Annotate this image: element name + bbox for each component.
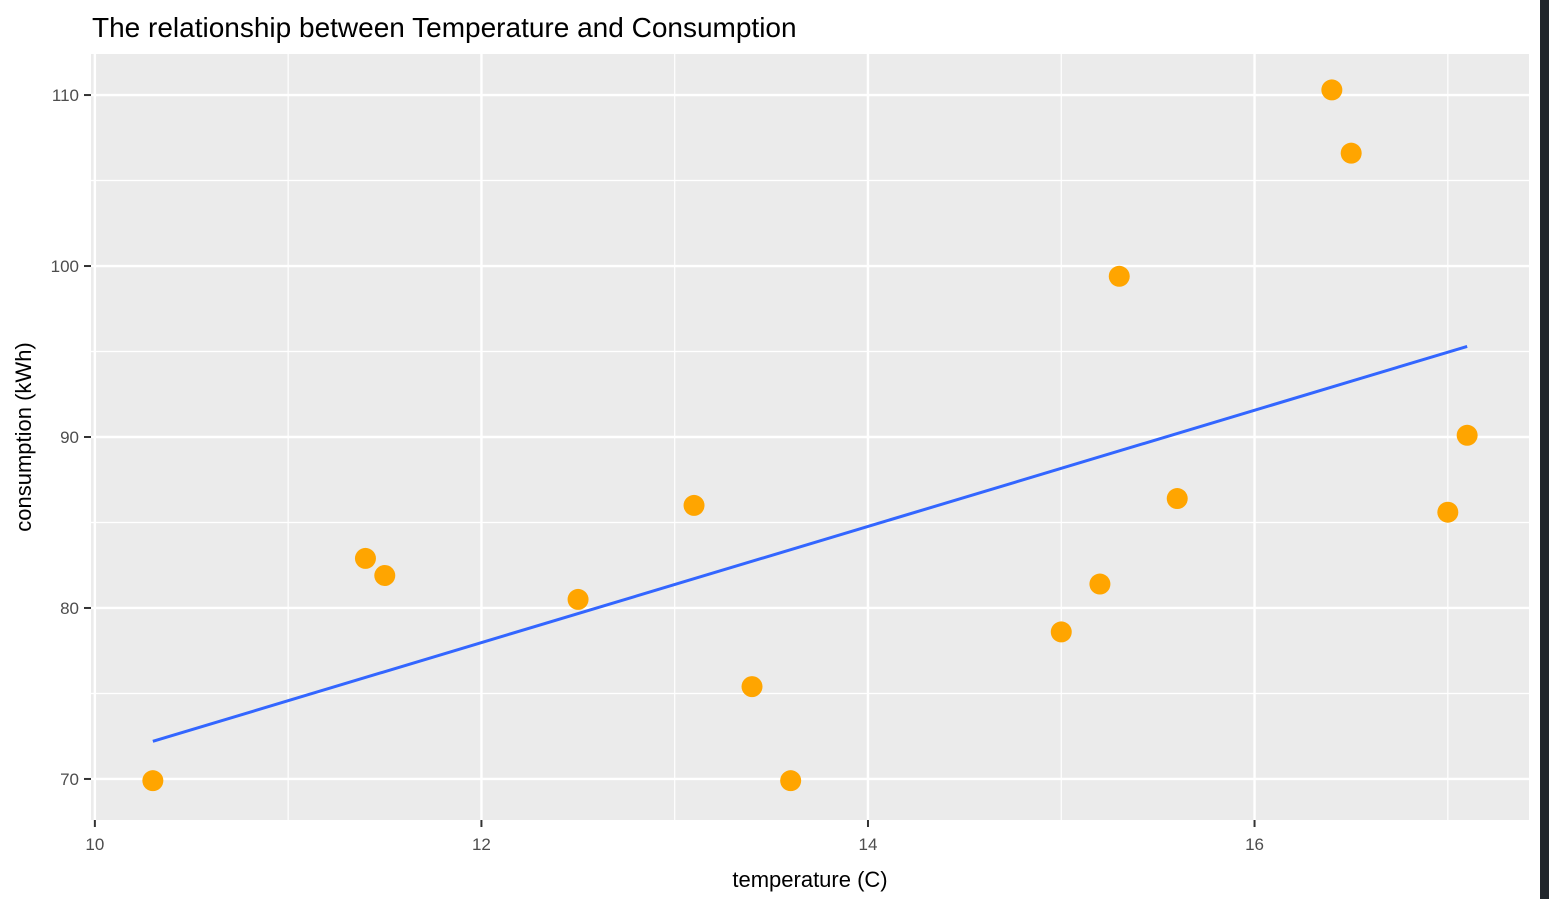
data-point xyxy=(354,547,376,569)
x-axis-label: temperature (C) xyxy=(732,867,887,892)
point-layer xyxy=(142,79,1478,792)
data-point xyxy=(1456,424,1478,446)
y-axis-label: consumption (kWh) xyxy=(11,342,36,532)
chart-title: The relationship between Temperature and… xyxy=(92,12,797,43)
data-point xyxy=(683,494,705,516)
x-tick-label: 16 xyxy=(1245,835,1264,854)
y-tick-label: 100 xyxy=(51,257,79,276)
data-point xyxy=(1340,142,1362,164)
axis-layer: 10 12 14 16 70 80 90 100 110 xyxy=(51,86,1264,854)
data-point xyxy=(1437,501,1459,523)
data-point xyxy=(741,676,763,698)
data-point xyxy=(374,564,396,586)
data-point xyxy=(1089,573,1111,595)
data-point xyxy=(567,588,589,610)
y-tick-label: 80 xyxy=(60,599,79,618)
x-tick-label: 14 xyxy=(859,835,878,854)
trend-layer xyxy=(152,344,1468,743)
data-point xyxy=(142,770,164,792)
y-tick-label: 70 xyxy=(60,770,79,789)
y-tick-label: 110 xyxy=(52,86,79,105)
data-point xyxy=(1166,488,1188,510)
data-point xyxy=(1321,79,1343,101)
trend-line xyxy=(152,344,1468,743)
x-tick-label: 12 xyxy=(472,835,491,854)
grid-layer xyxy=(91,54,1529,820)
y-tick-label: 90 xyxy=(60,428,79,447)
data-point xyxy=(1050,621,1072,643)
data-point xyxy=(780,770,802,792)
x-tick-label: 10 xyxy=(85,835,104,854)
window-edge xyxy=(1540,0,1549,899)
data-point xyxy=(1108,265,1130,287)
